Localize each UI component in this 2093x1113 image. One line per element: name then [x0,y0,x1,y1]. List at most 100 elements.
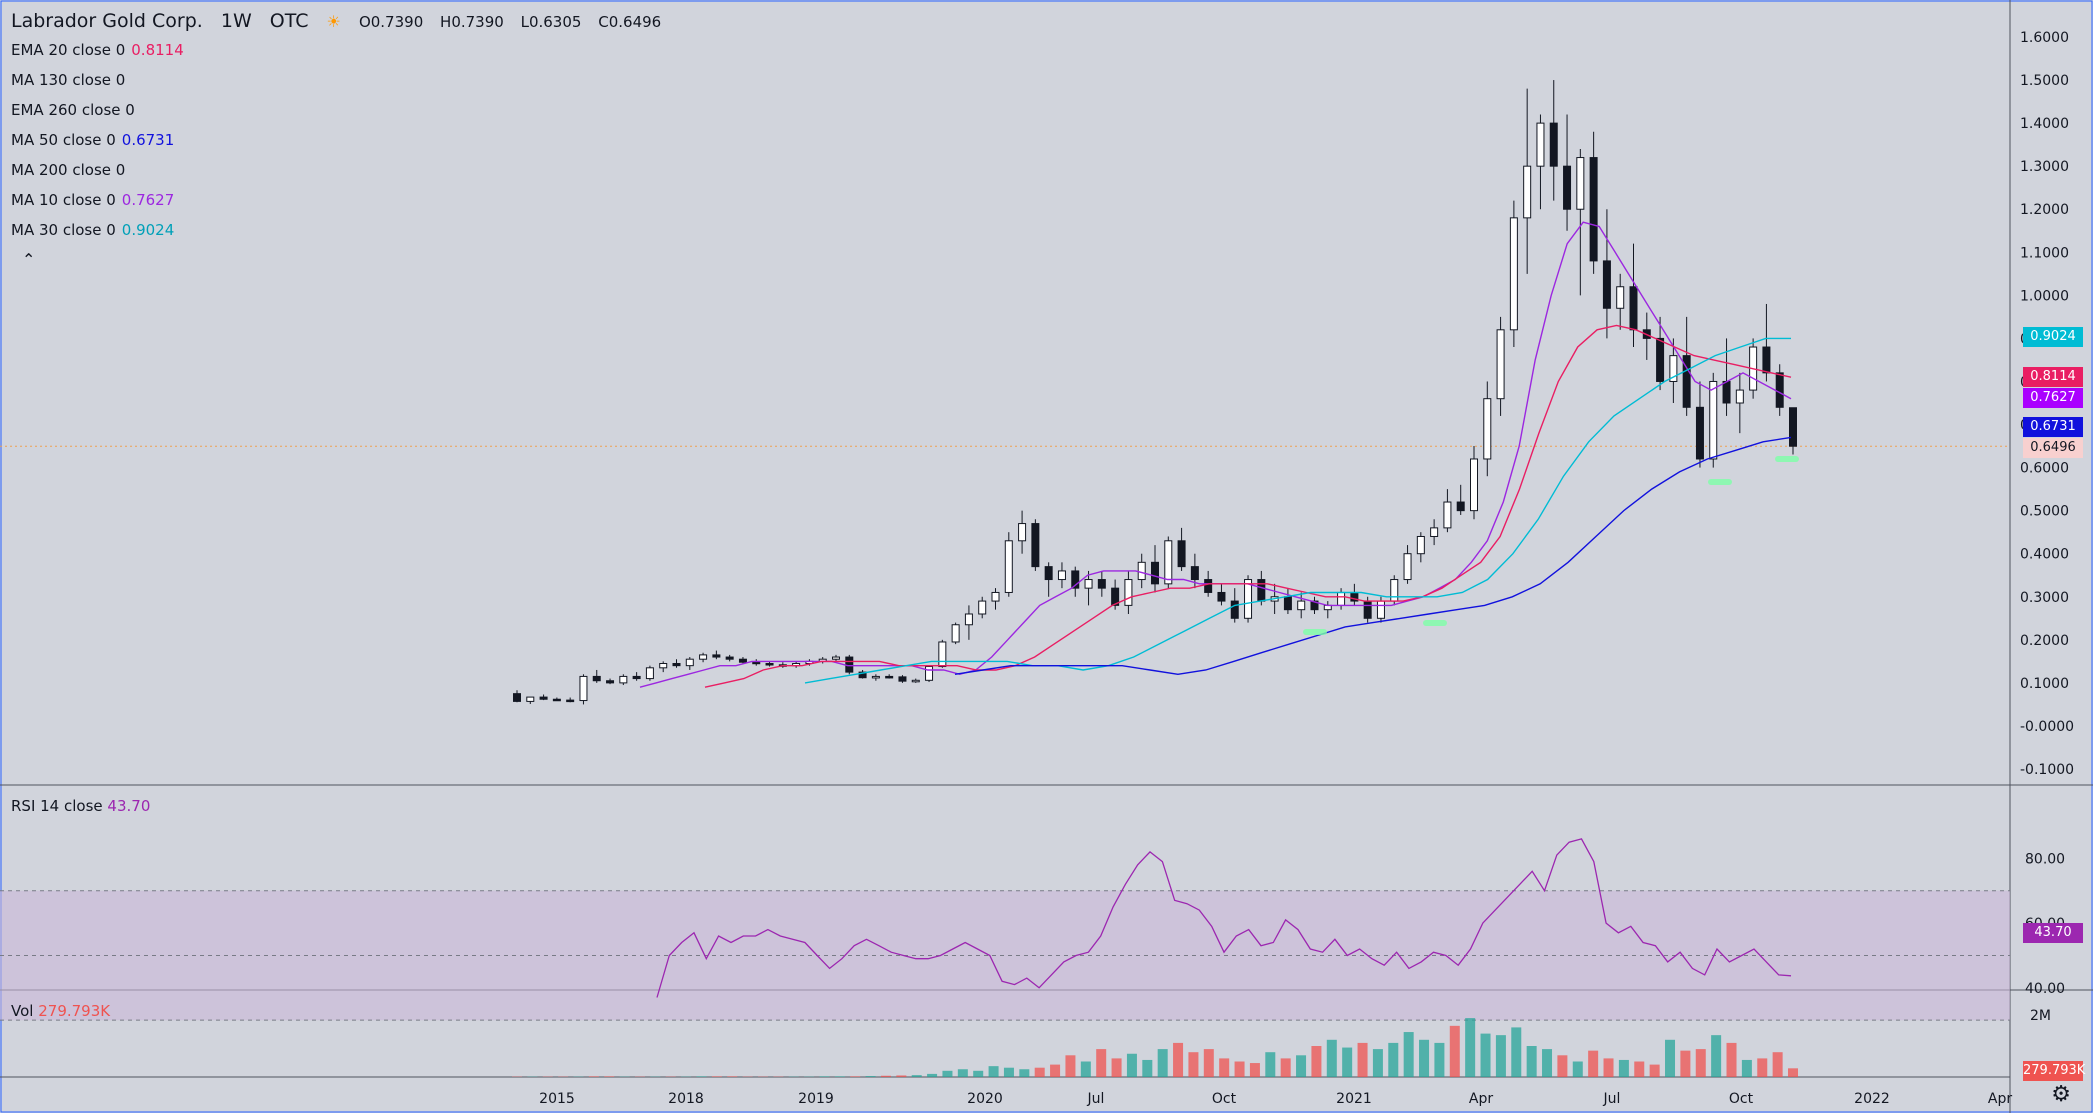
volume-bar [1050,1064,1061,1077]
collapse-legend-icon[interactable]: ⌃ [22,250,36,269]
price-tag-last: 0.6496 [2023,438,2083,458]
volume-bar [604,1076,615,1077]
candle-body [871,675,880,679]
volume-bar [865,1076,876,1077]
volume-bar [696,1076,707,1077]
volume-bar [1788,1068,1798,1077]
volume-bar [1034,1067,1045,1077]
ohlc-readout: O0.7390 H0.7390 L0.6305 C0.6496 [358,13,662,31]
volume-bar [834,1076,845,1077]
price-tick-label: 1.2000 [2020,202,2069,218]
volume-bar [1557,1055,1568,1077]
price-tick-label: -0.1000 [2020,762,2074,778]
candle-body [1616,286,1625,309]
candle-body [1097,579,1106,589]
interval-label[interactable]: 1W [220,10,252,32]
volume-bar [896,1075,907,1077]
candle-body [978,600,987,615]
volume-bar [1126,1053,1137,1077]
candle-body [1509,217,1518,331]
volume-bar [1511,1027,1522,1077]
candle-body [1390,579,1399,602]
price-tick-label: 0.6000 [2020,461,2069,477]
candle-body [765,663,774,666]
volume-bar [1372,1049,1383,1077]
volume-bar [1618,1059,1629,1077]
candle-body [1722,380,1731,404]
candle-body [672,663,681,667]
candle-body [1376,600,1385,619]
price-tag-ma30: 0.9024 [2023,327,2083,347]
ma-line [804,337,1791,684]
symbol-name[interactable]: Labrador Gold Corp. [11,10,203,32]
volume-bar [1665,1039,1676,1077]
time-tick-label: Oct [1212,1091,1237,1107]
candle-body [885,675,894,679]
settings-gear-icon[interactable]: ⚙ [2051,1082,2071,1107]
volume-bar [1326,1039,1337,1077]
candle-body [1337,591,1346,606]
volume-bar [1388,1042,1399,1077]
price-tag-ema20: 0.8114 [2023,367,2083,387]
candle-body [1190,566,1199,581]
volume-tag: 279.793K [2023,1061,2085,1081]
candle-body [712,654,721,658]
volume-bar [1711,1035,1722,1077]
volume-bar [957,1069,968,1077]
candle-body [1403,553,1412,581]
candle-body [845,656,854,673]
volume-bar [1419,1039,1430,1077]
candle-body [1124,579,1133,606]
volume-bar [727,1076,738,1077]
volume-bar [1495,1035,1506,1077]
price-tick-label: 1.3000 [2020,159,2069,175]
price-tick-label: 1.4000 [2020,116,2069,132]
candle-body [1602,260,1611,309]
volume-bar [588,1076,599,1077]
indicator-legend-ema20[interactable]: EMA 20 close 0 0.8114 [11,41,184,59]
price-tick-label: 0.5000 [2020,504,2069,520]
volume-bar [1311,1046,1322,1077]
time-tick-label: 2021 [1336,1091,1372,1107]
volume-bar [1480,1033,1491,1077]
volume-legend[interactable]: Vol 279.793K [11,1002,111,1020]
volume-bar [1695,1049,1706,1077]
candle-body [1111,587,1120,606]
candle-body [592,675,601,682]
indicator-legend-ma200[interactable]: MA 200 close 0 [11,161,126,179]
time-tick-label: 2020 [967,1091,1003,1107]
indicator-legend-ma30[interactable]: MA 30 close 0 0.9024 [11,221,175,239]
candle-body [1310,600,1319,611]
price-tick-label: 0.1000 [2020,676,2069,692]
volume-bar [1542,1049,1553,1077]
volume-bar [1572,1061,1583,1077]
volume-bar [1772,1052,1783,1077]
rsi-tick-label: 80.00 [2025,851,2065,867]
indicator-legend-ma130[interactable]: MA 130 close 0 [11,71,126,89]
candle-body [552,698,561,702]
candle-body [1589,157,1598,262]
volume-bar [1434,1042,1445,1077]
candle-body [1629,286,1638,331]
volume-bar [1003,1067,1014,1077]
candle-body [1137,561,1146,581]
volume-bar [1449,1025,1460,1077]
rsi-line [656,838,1792,998]
indicator-legend-ma50[interactable]: MA 50 close 0 0.6731 [11,131,175,149]
time-tick-label: Jul [1603,1091,1621,1107]
candle-body [951,624,960,643]
time-tick-label: Oct [1729,1091,1754,1107]
volume-bar [819,1076,830,1077]
volume-bar [1757,1058,1768,1077]
volume-bar [1280,1058,1291,1077]
time-tick-label: 2018 [668,1091,704,1107]
volume-bar [1157,1049,1168,1077]
volume-bar [1357,1042,1368,1077]
indicator-legend-ma10[interactable]: MA 10 close 0 0.7627 [11,191,175,209]
rsi-band [0,890,2010,1021]
candle-body [911,679,920,683]
rsi-legend[interactable]: RSI 14 close 43.70 [11,797,151,815]
volume-bar [1588,1050,1599,1077]
indicator-legend-ema260[interactable]: EMA 260 close 0 [11,101,135,119]
